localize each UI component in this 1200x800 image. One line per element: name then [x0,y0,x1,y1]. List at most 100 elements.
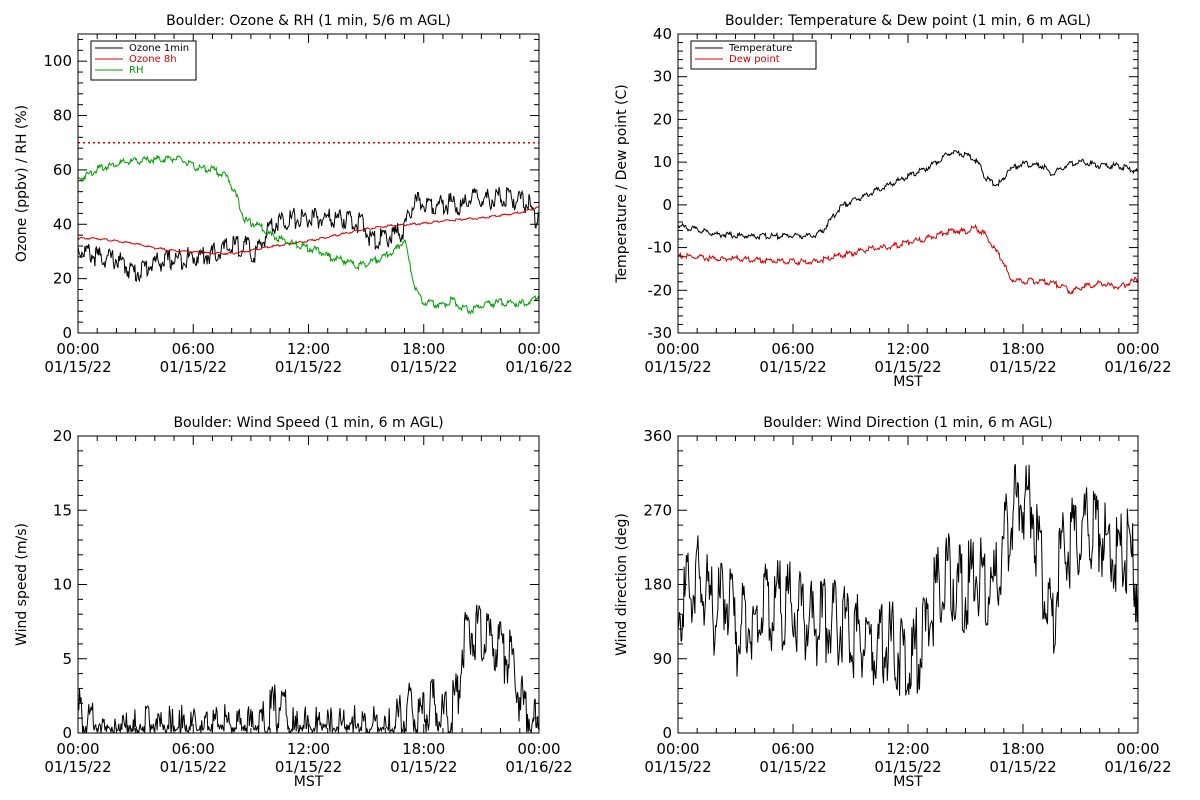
x-tick-date: 01/15/22 [644,758,711,776]
x-tick-time: 18:00 [1001,340,1044,358]
x-tick-time: 06:00 [172,740,215,758]
y-tick-label: 80 [53,107,72,125]
x-tick-date: 01/15/22 [390,758,457,776]
x-tick-time: 18:00 [1001,740,1044,758]
x-tick-time: 06:00 [771,740,814,758]
x-tick-time: 00:00 [1116,340,1159,358]
x-tick-date: 01/15/22 [759,358,826,376]
series-line-ozone-1min [78,187,539,283]
y-tick-label: -10 [648,239,673,257]
x-tick-date: 01/15/22 [874,358,941,376]
y-tick-label: -20 [648,281,673,299]
x-tick-time: 12:00 [886,340,929,358]
legend-label: Dew point [729,54,780,65]
y-tick-label: 0 [62,324,72,342]
legend-label: RH [129,65,143,76]
plot-frame [77,435,540,734]
y-axis-label: Temperature / Dew point (C) [614,84,630,283]
y-tick-label: 0 [662,724,672,742]
x-tick-date: 01/16/22 [505,358,572,376]
y-axis-label: Wind speed (m/s) [14,523,30,646]
y-tick-label: 0 [662,196,672,214]
x-axis-label: MST [893,774,923,790]
x-tick-date: 01/15/22 [989,358,1056,376]
x-tick-time: 06:00 [771,340,814,358]
y-tick-label: 10 [653,153,672,171]
x-tick-time: 00:00 [517,740,560,758]
x-tick-time: 00:00 [517,340,560,358]
x-tick-time: 00:00 [1116,740,1159,758]
y-tick-label: 20 [653,110,672,128]
x-tick-date: 01/15/22 [160,358,227,376]
x-tick-date: 01/15/22 [275,358,342,376]
x-tick-time: 12:00 [287,740,330,758]
chart-title: Boulder: Wind Speed (1 min, 6 m AGL) [173,415,443,431]
series-line-data [78,604,539,733]
x-axis-label: MST [893,374,923,390]
x-tick-date: 01/15/22 [44,358,111,376]
y-tick-label: 20 [53,427,72,445]
legend-label: Ozone 8h [129,54,177,65]
legend-label: Ozone 1min [129,43,189,54]
y-tick-label: 15 [53,501,72,519]
y-tick-label: 270 [643,501,672,519]
x-tick-date: 01/15/22 [44,758,111,776]
wind-direction-panel: Boulder: Wind Direction (1 min, 6 m AGL)… [614,415,1172,790]
series-line-temperature [678,149,1138,241]
wind-speed-panel: Boulder: Wind Speed (1 min, 6 m AGL) 0 5 10… [14,415,573,790]
y-tick-label: 180 [643,576,672,594]
x-tick-time: 12:00 [287,340,330,358]
series-line-dew-point [678,223,1138,295]
y-tick-label: 40 [653,25,672,43]
series-group [78,604,539,733]
y-tick-label: 360 [643,427,672,445]
y-tick-label: 5 [62,650,72,668]
series-group [678,463,1138,696]
legend-box [690,40,817,70]
x-tick-date: 01/16/22 [1104,758,1171,776]
series-line-ozone-8h [78,206,539,256]
legend-label: Temperature [728,43,792,54]
x-tick-time: 00:00 [656,740,699,758]
y-tick-label: 40 [53,215,72,233]
x-tick-time: 00:00 [656,340,699,358]
x-tick-date: 01/16/22 [505,758,572,776]
x-tick-time: 00:00 [56,740,99,758]
x-tick-date: 01/15/22 [989,758,1056,776]
x-tick-date: 01/15/22 [759,758,826,776]
ozone-rh-panel: Boulder: Ozone & RH (1 min, 5/6 m AGL) 0 2… [14,13,573,376]
x-tick-time: 18:00 [402,740,445,758]
y-axis-label: Wind direction (deg) [614,513,630,656]
x-tick-date: 01/15/22 [874,758,941,776]
x-tick-date: 01/15/22 [275,758,342,776]
chart-title: Boulder: Wind Direction (1 min, 6 m AGL) [763,415,1052,431]
x-tick-date: 01/15/22 [160,758,227,776]
y-tick-label: 20 [53,270,72,288]
x-tick-date: 01/16/22 [1104,358,1171,376]
series-line-rh [78,154,539,316]
x-axis-label: MST [294,774,324,790]
y-tick-label: 10 [53,576,72,594]
chart-title: Boulder: Ozone & RH (1 min, 5/6 m AGL) [166,13,451,29]
series-group [78,141,539,316]
x-tick-time: 18:00 [402,340,445,358]
y-tick-label: 90 [653,650,672,668]
series-group [678,149,1138,295]
y-axis-label: Ozone (ppbv) / RH (%) [14,105,30,262]
x-tick-time: 00:00 [56,340,99,358]
y-tick-label: 60 [53,161,72,179]
y-tick-label: 0 [62,724,72,742]
x-tick-date: 01/15/22 [390,358,457,376]
x-tick-date: 01/15/22 [644,358,711,376]
series-line-data [678,463,1138,696]
chart-title: Boulder: Temperature & Dew point (1 min,… [725,13,1091,29]
temperature-dewpoint-panel: Boulder: Temperature & Dew point (1 min,… [614,13,1172,390]
x-tick-time: 06:00 [172,340,215,358]
y-tick-label: -30 [648,324,673,342]
plot-frame [677,33,1139,334]
y-tick-label: 30 [653,68,672,86]
x-tick-time: 12:00 [886,740,929,758]
